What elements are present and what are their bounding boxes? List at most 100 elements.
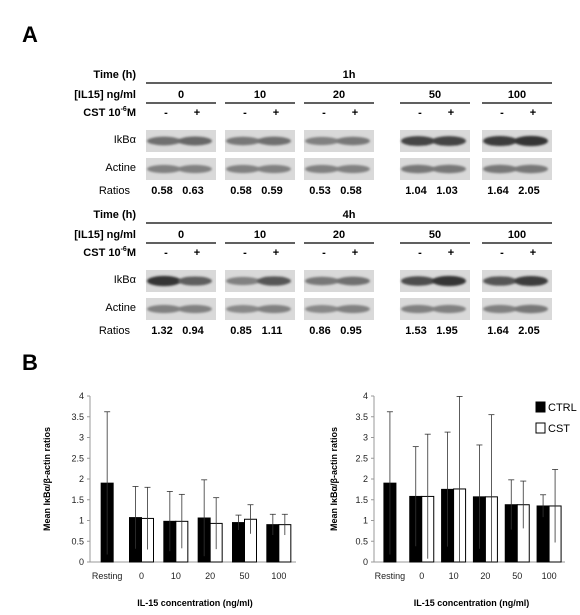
y-tick-label: 1.5 [71,495,84,505]
legend-label-ctrl: CTRL [548,402,577,414]
x-tick-label: 50 [512,571,522,581]
concentration-label: 0 [178,89,184,101]
ikba-band [226,276,260,286]
cst-sign: - [164,247,168,259]
ikba-band [514,135,548,147]
cst-sign: + [448,107,454,119]
ikba-band [483,135,517,147]
ratio-value: 2.05 [518,185,539,197]
y-tick-label: 1 [363,516,368,526]
ikba-band [514,275,548,287]
il15-row-label: [IL15] ng/ml [74,89,136,101]
concentration-label: 100 [508,89,526,101]
ratio-value: 0.85 [230,325,251,337]
ikba-band [336,276,370,286]
panel-a-label: A [22,22,38,47]
cst-sign: - [322,107,326,119]
cst-sign: + [194,247,200,259]
time-value: 1h [343,69,356,81]
y-axis-title: Mean IκBα/β-actin ratios [42,427,52,531]
legend-swatch-ctrl [535,401,546,413]
ratio-value: 1.11 [262,325,283,337]
ikba-band [401,276,435,286]
actine-band [226,305,260,313]
x-tick-label: 10 [449,571,459,581]
ikba-band [178,276,212,286]
cst-sign: - [243,107,247,119]
ikba-row-label: IkBα [114,134,137,146]
legend-label-cst: CST [548,423,570,435]
actine-band [226,164,260,174]
x-tick-label: 100 [542,571,557,581]
concentration-label: 0 [178,229,184,241]
cst-sign: - [243,247,247,259]
ikba-band [432,136,466,146]
ikba-band [305,276,339,286]
concentration-label: 10 [254,229,266,241]
x-tick-label: 20 [480,571,490,581]
actine-band [257,304,291,314]
ratio-value: 0.53 [309,185,330,197]
ratios-row-label: Ratios [99,325,131,337]
y-tick-label: 2.5 [71,453,84,463]
western-blot-1h: Time (h) 1h [IL15] ng/ml CST 10-6M IkBα Actin… [74,69,552,197]
legend-swatch-cst [535,422,546,434]
ratio-value: 2.05 [518,325,539,337]
x-tick-label: 20 [205,571,215,581]
y-tick-label: 3.5 [71,412,84,422]
ikba-row-label: IkBα [114,274,137,286]
actine-band [483,164,517,174]
x-tick-label: 10 [171,571,181,581]
y-tick-label: 0 [363,557,368,567]
ikba-band [226,136,260,146]
x-tick-label: Resting [92,571,123,581]
ratio-value: 0.59 [261,185,282,197]
time-value: 4h [343,209,356,221]
y-tick-label: 3.5 [355,412,368,422]
ratio-value: 0.58 [151,185,172,197]
x-tick-label: Resting [375,571,406,581]
ratio-value: 1.64 [487,185,509,197]
concentration-label: 20 [333,229,345,241]
actine-band [432,164,466,174]
ikba-band [147,136,181,146]
ikba-band [432,275,466,287]
ratio-value: 1.53 [405,325,426,337]
x-axis-title: IL-15 concentration (ng/ml) [414,598,530,608]
il15-row-label: [IL15] ng/ml [74,229,136,241]
y-tick-label: 3 [79,433,84,443]
ratio-value: 0.63 [182,185,203,197]
cst-sign: + [194,107,200,119]
y-tick-label: 0 [79,557,84,567]
concentration-label: 50 [429,229,441,241]
actine-band [178,164,212,174]
ratios-row-label: Ratios [99,185,131,197]
ikba-band [401,136,435,146]
actine-band [514,304,548,314]
y-tick-label: 1 [79,516,84,526]
y-tick-label: 1.5 [355,495,368,505]
ratio-value: 0.58 [230,185,251,197]
panel-b-label: B [22,350,38,375]
cst-sign: + [530,107,536,119]
western-blot-4h: Time (h) 4h [IL15] ng/ml CST 10-6M IkBα Actin… [74,209,552,337]
ikba-band [483,276,517,286]
y-tick-label: 2 [363,474,368,484]
cst-sign: - [500,107,504,119]
actine-band [147,164,181,174]
ratio-value: 1.03 [436,185,457,197]
cst-sign: - [418,107,422,119]
concentration-label: 50 [429,89,441,101]
cst-sign: + [448,247,454,259]
actine-row-label: Actine [105,162,136,174]
cst-sign: + [273,247,279,259]
bar-chart-left: 0 0.5 1 1.5 2 2.5 3 3.5 4 Mean IκBα/β-actin ratio… [42,391,296,608]
x-tick-label: 50 [239,571,249,581]
cst-sign: + [352,107,358,119]
actine-band [483,304,517,314]
ratio-value: 1.64 [487,325,509,337]
ratio-value: 1.95 [436,325,457,337]
ratio-value: 1.04 [405,185,427,197]
actine-row-label: Actine [105,302,136,314]
